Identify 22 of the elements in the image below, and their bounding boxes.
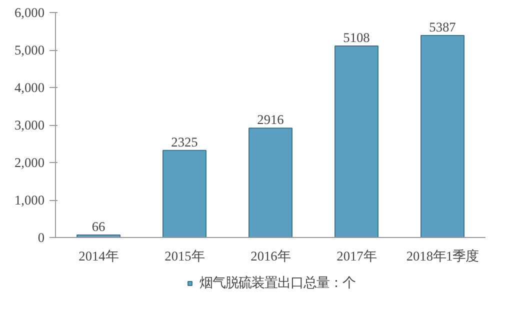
y-tick-label: 1,000 (14, 192, 45, 208)
y-tick-label: 6,000 (14, 5, 45, 20)
x-tick-label: 2016年 (250, 248, 290, 264)
data-label: 2325 (171, 134, 198, 150)
y-tick-label: 5,000 (14, 42, 45, 58)
y-tick-label: 4,000 (14, 80, 45, 95)
bar (162, 150, 206, 238)
y-tick-label: 0 (38, 230, 45, 245)
data-label: 5387 (429, 19, 456, 34)
data-label: 2916 (257, 112, 284, 128)
x-tick-label: 2014年 (78, 248, 118, 264)
legend-label: 烟气脱硫装置出口总量：个 (200, 274, 356, 292)
x-tick-label: 2015年 (164, 248, 204, 264)
bar (248, 128, 292, 238)
data-label: 5108 (343, 30, 370, 45)
bar (420, 34, 464, 238)
data-label: 66 (92, 219, 106, 234)
x-tick-label: 2018年1季度 (406, 248, 479, 264)
bar (334, 45, 378, 238)
y-tick-label: 2,000 (14, 155, 45, 170)
y-tick-label: 3,000 (14, 118, 45, 132)
x-tick-label: 2017年 (336, 248, 376, 264)
